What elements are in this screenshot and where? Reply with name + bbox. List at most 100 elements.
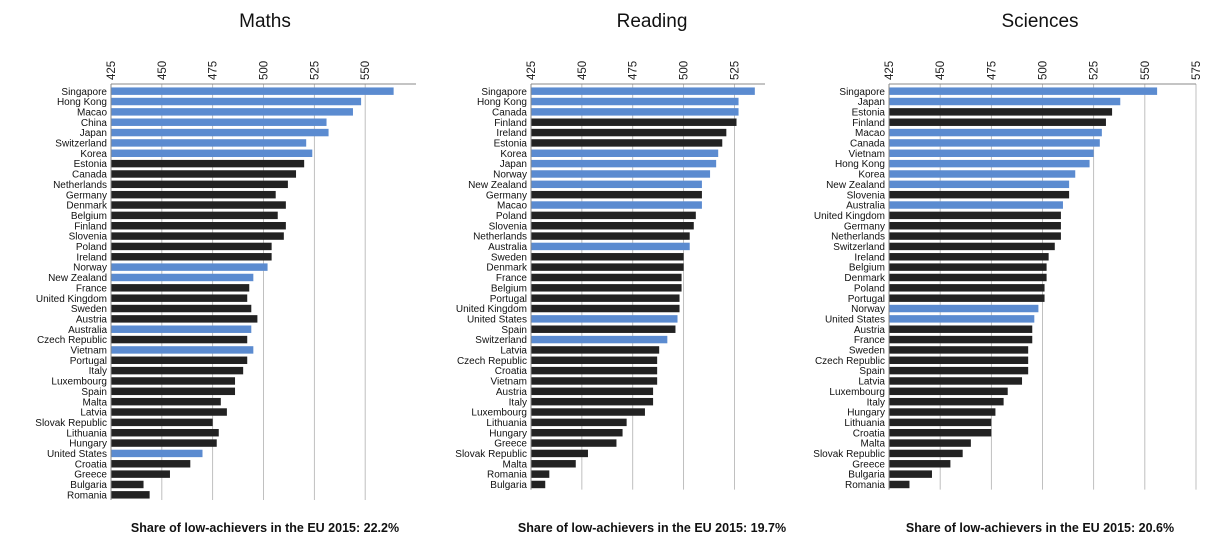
maths-category-label: Switzerland bbox=[55, 139, 107, 150]
reading-bar bbox=[531, 294, 680, 302]
sciences-bar bbox=[889, 470, 932, 478]
reading-bar bbox=[531, 377, 658, 385]
sciences-category-label: Australia bbox=[846, 201, 885, 212]
maths-category-label: Vietnam bbox=[70, 346, 107, 357]
maths-category-label: Germany bbox=[66, 190, 107, 201]
maths-category-label: Denmark bbox=[66, 201, 108, 212]
maths-bar bbox=[111, 97, 362, 106]
maths-bar bbox=[111, 491, 150, 499]
sciences-category-label: Poland bbox=[854, 283, 885, 294]
maths-category-label: Malta bbox=[83, 397, 108, 408]
reading-category-label: Finland bbox=[494, 118, 527, 129]
reading-category-label: Germany bbox=[486, 190, 527, 201]
reading-title: Reading bbox=[617, 11, 688, 32]
maths-bar bbox=[111, 428, 219, 437]
sciences-bar bbox=[889, 180, 1070, 189]
sciences-bar bbox=[889, 273, 1047, 282]
sciences-bar bbox=[889, 335, 1033, 344]
sciences-category-label: Switzerland bbox=[833, 242, 885, 253]
maths-bar bbox=[111, 460, 191, 468]
sciences-bar bbox=[889, 387, 1008, 396]
reading-panel: Reading Share of low-achievers in the EU… bbox=[455, 11, 786, 535]
sciences-panel: Sciences Share of low-achievers in the E… bbox=[813, 11, 1203, 535]
maths-bar bbox=[111, 128, 329, 137]
reading-bar bbox=[531, 408, 645, 416]
sciences-title: Sciences bbox=[1001, 11, 1078, 32]
maths-category-label: Portugal bbox=[70, 356, 107, 367]
sciences-category-label: Latvia bbox=[858, 377, 885, 388]
reading-bar bbox=[531, 253, 684, 261]
reading-category-label: Belgium bbox=[491, 283, 527, 294]
reading-category-label: Luxembourg bbox=[471, 408, 527, 419]
sciences-bar bbox=[889, 315, 1035, 323]
reading-tick-label: 525 bbox=[729, 61, 741, 80]
maths-tick-label: 450 bbox=[157, 61, 169, 80]
sciences-category-label: Ireland bbox=[854, 252, 885, 263]
maths-category-label: Finland bbox=[74, 221, 107, 232]
reading-category-label: Korea bbox=[500, 149, 527, 160]
sciences-bar bbox=[889, 377, 1023, 385]
maths-category-label: Bulgaria bbox=[70, 480, 107, 491]
maths-bar bbox=[111, 284, 250, 292]
reading-bar bbox=[531, 387, 654, 396]
reading-bar bbox=[531, 356, 658, 365]
reading-bar bbox=[531, 346, 660, 354]
sciences-bar bbox=[889, 480, 910, 489]
sciences-category-label: Czech Republic bbox=[815, 356, 885, 367]
reading-category-label: Poland bbox=[496, 211, 527, 222]
sciences-category-label: Luxembourg bbox=[829, 387, 885, 398]
maths-category-label: Korea bbox=[80, 149, 107, 160]
maths-bar bbox=[111, 418, 213, 427]
reading-category-label: France bbox=[496, 273, 528, 284]
sciences-category-label: Belgium bbox=[849, 263, 885, 274]
sciences-category-label: Italy bbox=[867, 397, 885, 408]
sciences-bar bbox=[889, 232, 1061, 240]
reading-category-label: Canada bbox=[492, 107, 527, 118]
maths-category-label: France bbox=[76, 283, 108, 294]
reading-bar bbox=[531, 470, 550, 478]
reading-category-label: Japan bbox=[500, 159, 527, 170]
sciences-category-label: Romania bbox=[845, 480, 885, 491]
maths-bar bbox=[111, 356, 248, 365]
reading-bar bbox=[531, 418, 627, 427]
sciences-category-label: Croatia bbox=[853, 428, 886, 439]
sciences-category-label: Japan bbox=[858, 97, 885, 108]
maths-category-label: Czech Republic bbox=[37, 335, 107, 346]
sciences-category-label: Austria bbox=[854, 325, 886, 336]
sciences-category-label: Netherlands bbox=[831, 232, 885, 243]
reading-category-label: Estonia bbox=[494, 139, 528, 150]
maths-panel: Maths Share of low-achievers in the EU 2… bbox=[35, 11, 416, 535]
maths-category-label: Poland bbox=[76, 242, 107, 253]
reading-bar bbox=[531, 170, 711, 178]
sciences-category-label: Portugal bbox=[848, 294, 885, 305]
sciences-category-label: Estonia bbox=[852, 107, 886, 118]
maths-category-label: Luxembourg bbox=[51, 377, 107, 388]
maths-category-label: Canada bbox=[72, 170, 107, 181]
maths-category-label: Spain bbox=[81, 387, 107, 398]
maths-category-label: China bbox=[81, 118, 108, 129]
reading-category-label: United States bbox=[467, 314, 527, 325]
maths-category-label: Australia bbox=[68, 325, 107, 336]
sciences-category-label: Slovenia bbox=[847, 190, 886, 201]
reading-bar bbox=[531, 201, 702, 209]
sciences-category-label: Spain bbox=[859, 366, 885, 377]
sciences-category-label: Korea bbox=[858, 170, 885, 181]
sciences-tick-label: 425 bbox=[884, 61, 896, 80]
sciences-category-label: Lithuania bbox=[844, 418, 885, 429]
sciences-category-label: Norway bbox=[851, 304, 885, 315]
maths-bar bbox=[111, 118, 327, 126]
sciences-bar bbox=[889, 139, 1100, 147]
reading-category-label: Denmark bbox=[486, 263, 528, 274]
sciences-bar bbox=[889, 190, 1070, 199]
reading-category-label: Macao bbox=[497, 201, 527, 212]
reading-category-label: Slovak Republic bbox=[455, 449, 527, 460]
maths-category-label: Slovenia bbox=[69, 232, 108, 243]
maths-tick-label: 425 bbox=[106, 61, 118, 80]
maths-category-label: Macao bbox=[77, 107, 107, 118]
maths-footnote: Share of low-achievers in the EU 2015: 2… bbox=[131, 521, 399, 535]
maths-bar bbox=[111, 377, 236, 385]
sciences-category-label: Germany bbox=[844, 221, 885, 232]
sciences-tick-label: 575 bbox=[1191, 61, 1203, 80]
reading-category-label: Sweden bbox=[491, 252, 527, 263]
